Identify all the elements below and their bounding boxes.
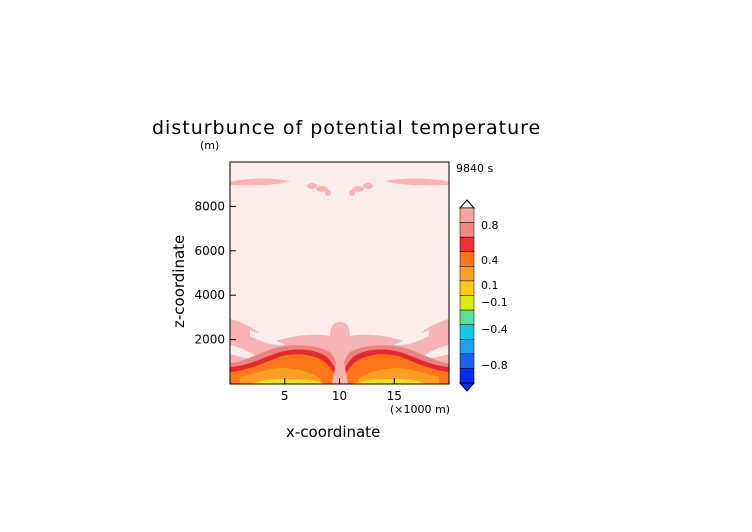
upper-blob-5 [352,186,364,192]
colorbar-label: −0.8 [481,359,508,372]
colorbar-segment [459,266,475,282]
central-plume [331,323,349,364]
time-label: 9840 s [456,162,493,175]
upper-blob-3 [325,190,331,196]
x-axis: 5 10 15 [281,378,402,403]
y-unit-label: (m) [200,139,219,152]
upper-blob-6 [363,183,373,189]
colorbar-segment [459,309,475,325]
colorbar-segment [459,339,475,355]
x-tick-label: 10 [332,389,347,403]
colorbar-segment [459,280,475,296]
bottom-strip-yellow [252,378,326,384]
y-tick-label: 6000 [194,244,225,258]
bottom-strip-yellow-right [353,378,427,384]
chart-title: disturbunce of potential temperature [152,117,541,139]
upper-blob-2 [316,186,328,192]
x-tick-label: 5 [281,389,289,403]
upper-blob-4 [349,190,355,196]
envelope-hole-right [419,345,449,359]
upper-blob-1 [307,183,317,189]
y-tick-label: 8000 [194,199,225,213]
colorbar-segment [459,324,475,340]
colorbar-bottom-arrow [458,382,476,392]
colorbar-segment [459,236,475,253]
upper-band-right [385,178,449,186]
envelope-hole-left [230,345,260,359]
colorbar-segment [459,295,475,311]
colorbar-label: −0.4 [481,323,508,336]
plot-area: 5 10 15 2000 4000 6000 8000 [194,161,450,403]
y-tick-label: 2000 [194,333,225,347]
colorbar-segment [459,207,475,223]
colorbar-label: 0.1 [481,279,499,292]
colorbar: 0.8 0.4 0.1 −0.1 −0.4 −0.8 [458,199,508,392]
upper-band-left [230,178,290,186]
colorbar-label: 0.4 [481,254,499,267]
colorbar-segment [459,222,475,238]
x-unit-label: (×1000 m) [390,403,450,416]
y-axis-label: z-coordinate [170,235,188,328]
x-axis-label: x-coordinate [286,423,380,441]
colorbar-label: 0.8 [481,219,499,232]
colorbar-segment [459,353,475,369]
x-tick-label: 15 [387,389,402,403]
colorbar-top-arrow [458,199,476,209]
envelope-hole-mid-left [250,330,285,346]
colorbar-segment [459,251,475,267]
central-neck [332,362,348,384]
envelope-hole-mid-right [394,330,429,346]
y-axis: 2000 4000 6000 8000 [194,199,236,347]
colorbar-segment [459,368,475,384]
colorbar-label: −0.1 [481,296,508,309]
y-tick-label: 4000 [194,288,225,302]
